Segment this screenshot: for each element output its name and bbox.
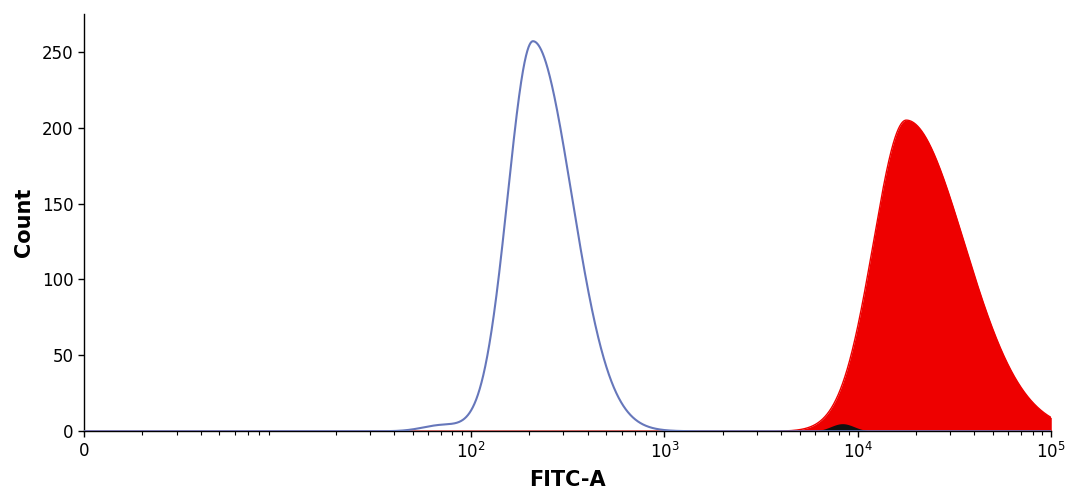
- X-axis label: FITC-A: FITC-A: [529, 470, 606, 490]
- Y-axis label: Count: Count: [14, 188, 33, 257]
